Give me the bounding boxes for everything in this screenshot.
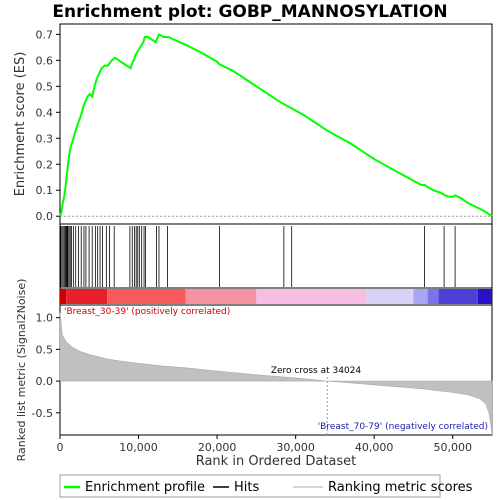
es-panel [59, 23, 493, 225]
color-bar-layer [60, 289, 492, 304]
x-tick-label: 40,000 [355, 441, 394, 454]
metric-axis-label: Ranked list metric (Signal2Noise) [15, 279, 28, 462]
zero-cross-label: Zero cross at 34024 [271, 366, 362, 376]
es-y-tick-label: 0.0 [36, 210, 54, 223]
color-bar-segment [60, 289, 67, 304]
color-bar-segment [438, 289, 478, 304]
x-axis: 0 10,000 20,000 30,000 40,000 50,000 [57, 435, 472, 454]
x-axis-label: Rank in Ordered Dataset [196, 454, 357, 469]
es-axis-label: Enrichment score (ES) [13, 52, 28, 197]
legend-label: Ranking metric scores [328, 480, 473, 495]
legend-label: Hits [234, 480, 259, 495]
x-tick-label: 30,000 [276, 441, 315, 454]
legend: Enrichment profile Hits Ranking metric sco… [64, 480, 473, 495]
es-y-tick-label: 0.2 [36, 158, 54, 171]
x-tick-label: 50,000 [433, 441, 472, 454]
x-tick-label: 10,000 [119, 441, 158, 454]
metric-y-tick-label: -0.5 [32, 407, 53, 420]
x-tick-label: 0 [57, 441, 64, 454]
enrichment-profile-line [59, 32, 493, 218]
hits-panel [59, 223, 493, 289]
color-bar-segment [366, 289, 414, 304]
es-y-tick-label: 0.4 [36, 106, 54, 119]
color-bar-segment [413, 289, 428, 304]
metric-y-tick-label: 0.5 [36, 343, 54, 356]
metric-y-tick-label: 1.0 [36, 312, 54, 325]
es-y-tick-label: 0.6 [36, 54, 54, 67]
positive-correlation-label: 'Breast_30-39' (positively correlated) [64, 307, 230, 317]
es-y-tick-label: 0.7 [36, 28, 54, 41]
color-bar-segment [256, 289, 367, 304]
color-bar-segment [66, 289, 108, 304]
color-bar-segment [107, 289, 186, 304]
metric-y-tick-label: 0.0 [36, 375, 54, 388]
es-layer: 0.0 0.1 0.2 0.3 0.4 0.5 0.6 0.7 [36, 28, 493, 223]
legend-box [59, 474, 441, 498]
color-bar-segment [185, 289, 257, 304]
x-tick-label: 20,000 [198, 441, 237, 454]
color-bar-segment [427, 289, 439, 304]
legend-label: Enrichment profile [85, 480, 205, 495]
es-y-tick-label: 0.5 [36, 80, 54, 93]
es-y-tick-label: 0.3 [36, 132, 54, 145]
negative-correlation-label: 'Breast_70-79' (negatively correlated) [318, 422, 488, 432]
chart-title: Enrichment plot: GOBP_MANNOSYLATION [52, 2, 447, 22]
ranking-metric-area [59, 312, 493, 436]
es-y-tick-label: 0.1 [36, 184, 54, 197]
metric-layer: -0.5 0.0 0.5 1.0 [32, 312, 493, 436]
hits-layer [60, 226, 456, 287]
color-bar-segment [477, 289, 492, 304]
